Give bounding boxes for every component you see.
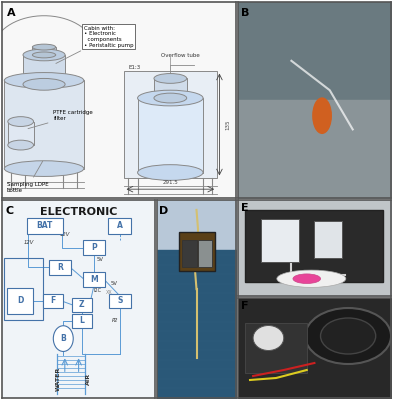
Text: B: B [61,334,66,343]
Bar [23,55,65,84]
Bar [4,80,84,169]
Text: Sampling LDPE
bottle: Sampling LDPE bottle [7,161,48,193]
Text: E1:3: E1:3 [128,65,140,70]
Text: 291.5: 291.5 [162,180,178,185]
Text: Overflow tube: Overflow tube [161,53,200,58]
Ellipse shape [313,98,331,133]
Text: P: P [91,243,97,252]
Ellipse shape [138,90,203,106]
Ellipse shape [154,74,187,83]
Text: I2C: I2C [93,288,101,293]
Ellipse shape [4,161,84,176]
FancyBboxPatch shape [83,240,105,255]
Ellipse shape [23,49,65,61]
Bar [245,323,307,373]
Circle shape [321,318,376,354]
Text: P2: P2 [112,318,119,323]
Bar [314,221,342,258]
Text: 12V: 12V [60,232,71,237]
Text: Z: Z [79,300,84,310]
Bar [32,47,56,55]
Bar [198,240,212,267]
Text: WATER: WATER [55,367,61,391]
Ellipse shape [138,165,203,180]
FancyBboxPatch shape [72,314,92,328]
Ellipse shape [32,52,56,58]
Ellipse shape [253,326,284,350]
Bar [182,240,196,267]
Text: 12V: 12V [24,240,34,244]
Bar [245,210,384,282]
Circle shape [305,308,391,364]
FancyBboxPatch shape [42,294,62,308]
Ellipse shape [32,44,56,50]
Circle shape [53,326,73,352]
Ellipse shape [8,117,33,126]
Text: XX: XX [106,290,113,295]
Text: ELECTRONIC: ELECTRONIC [40,207,117,217]
FancyBboxPatch shape [50,260,71,275]
Bar [261,219,299,262]
FancyBboxPatch shape [27,218,62,234]
FancyBboxPatch shape [72,298,92,312]
Text: L: L [79,316,84,325]
Ellipse shape [4,72,84,88]
FancyBboxPatch shape [108,218,132,234]
Text: B: B [241,8,249,18]
Text: F: F [50,296,55,306]
Text: M: M [90,275,98,284]
Text: A: A [7,8,15,18]
Text: D: D [17,296,24,306]
Ellipse shape [23,78,65,90]
Ellipse shape [8,140,33,150]
Text: AIR: AIR [86,373,91,385]
Text: P1: P1 [86,318,92,323]
Text: A: A [117,221,123,230]
Ellipse shape [154,93,187,103]
Text: F: F [241,301,248,311]
Bar [123,70,217,178]
FancyBboxPatch shape [83,272,105,287]
Bar [8,122,33,145]
Text: 135: 135 [225,119,230,130]
Text: E: E [241,203,248,213]
Bar [154,78,187,98]
Ellipse shape [277,270,346,287]
Text: 5V: 5V [111,281,118,286]
Ellipse shape [293,274,321,284]
FancyBboxPatch shape [7,288,33,314]
Text: Cabin with:
• Electronic
  components
• Peristaltic pump: Cabin with: • Electronic components • Pe… [56,26,134,64]
Text: R: R [57,263,63,272]
Text: BAT: BAT [37,221,53,230]
Text: D: D [159,206,168,216]
Text: S: S [117,296,123,306]
Text: 5V: 5V [96,257,103,262]
Bar [179,232,215,271]
Text: C: C [5,206,13,216]
FancyBboxPatch shape [109,294,131,308]
Text: PTFE cartridge
filter: PTFE cartridge filter [28,110,93,129]
Bar [138,98,203,172]
